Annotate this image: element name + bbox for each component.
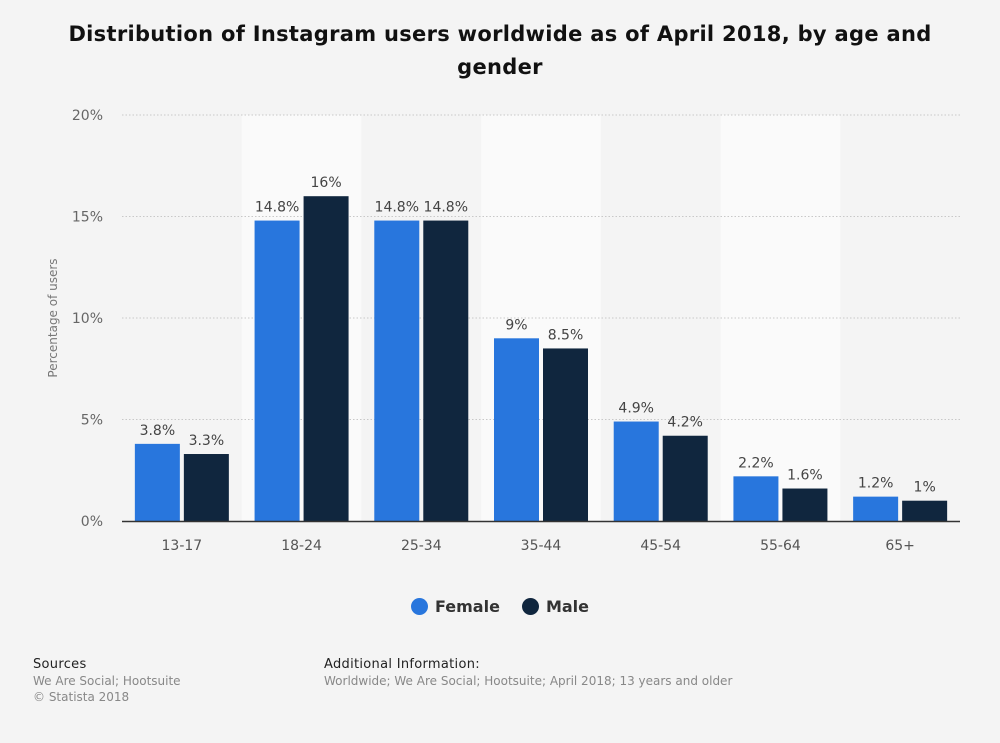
data-label: 8.5% xyxy=(548,327,584,343)
data-label: 9% xyxy=(505,317,527,333)
bar-female xyxy=(374,220,420,521)
female-color-dot xyxy=(411,598,428,615)
bar-female xyxy=(494,338,539,521)
additional-info-block: Additional Information: Worldwide; We Ar… xyxy=(324,657,732,689)
data-label: 14.8% xyxy=(424,200,468,216)
y-tick-label: 20% xyxy=(72,108,103,124)
y-tick-label: 15% xyxy=(72,210,103,226)
x-tick-label: 55-64 xyxy=(760,538,801,554)
legend-item-male[interactable]: Male xyxy=(521,597,589,616)
sources-link[interactable]: We Are Social; Hootsuite xyxy=(33,674,181,688)
bar-female xyxy=(853,496,899,521)
sources-block: Sources We Are Social; Hootsuite © Stati… xyxy=(33,657,181,705)
y-axis-title: Percentage of users xyxy=(46,258,60,377)
bar-male xyxy=(303,196,349,521)
copyright: © Statista 2018 xyxy=(33,690,130,704)
data-label: 1.6% xyxy=(787,468,823,484)
data-label: 16% xyxy=(311,175,342,191)
bar-male xyxy=(902,500,948,521)
data-label: 4.9% xyxy=(618,401,654,417)
x-tick-label: 13-17 xyxy=(162,538,203,554)
data-label: 14.8% xyxy=(375,200,419,216)
bar-female xyxy=(134,443,180,521)
y-tick-label: 10% xyxy=(72,311,103,327)
bar-male xyxy=(662,435,708,521)
y-tick-label: 5% xyxy=(81,413,103,429)
bar-male xyxy=(782,488,828,521)
bar-female xyxy=(733,476,779,521)
y-tick-label: 0% xyxy=(81,514,103,530)
data-label: 3.8% xyxy=(140,423,176,439)
bar-female xyxy=(254,220,300,521)
x-tick-label: 35-44 xyxy=(521,538,562,554)
x-tick-label: 65+ xyxy=(885,538,915,554)
x-tick-label: 18-24 xyxy=(281,538,322,554)
additional-info-text: Worldwide; We Are Social; Hootsuite; Apr… xyxy=(324,674,733,688)
additional-info-heading: Additional Information: xyxy=(324,657,480,672)
bar-male xyxy=(543,348,588,521)
chart-title: Distribution of Instagram users worldwid… xyxy=(68,22,932,79)
data-label: 4.2% xyxy=(667,415,703,431)
x-tick-label: 25-34 xyxy=(401,538,442,554)
bar-female xyxy=(613,421,659,521)
legend-item-female[interactable]: Female xyxy=(411,597,500,616)
bar-male xyxy=(423,220,469,521)
legend-label-male: Male xyxy=(545,597,589,616)
bar-male xyxy=(183,454,229,521)
male-color-dot xyxy=(521,598,539,615)
data-label: 3.3% xyxy=(189,433,225,449)
legend: Female Male xyxy=(0,597,1000,616)
data-label: 2.2% xyxy=(738,455,774,471)
data-label: 1.2% xyxy=(858,476,894,492)
sources-heading: Sources xyxy=(33,657,87,672)
legend-label-female: Female xyxy=(435,597,500,616)
x-tick-label: 45-54 xyxy=(640,538,681,554)
data-label: 14.8% xyxy=(255,200,299,216)
data-label: 1% xyxy=(914,480,936,496)
